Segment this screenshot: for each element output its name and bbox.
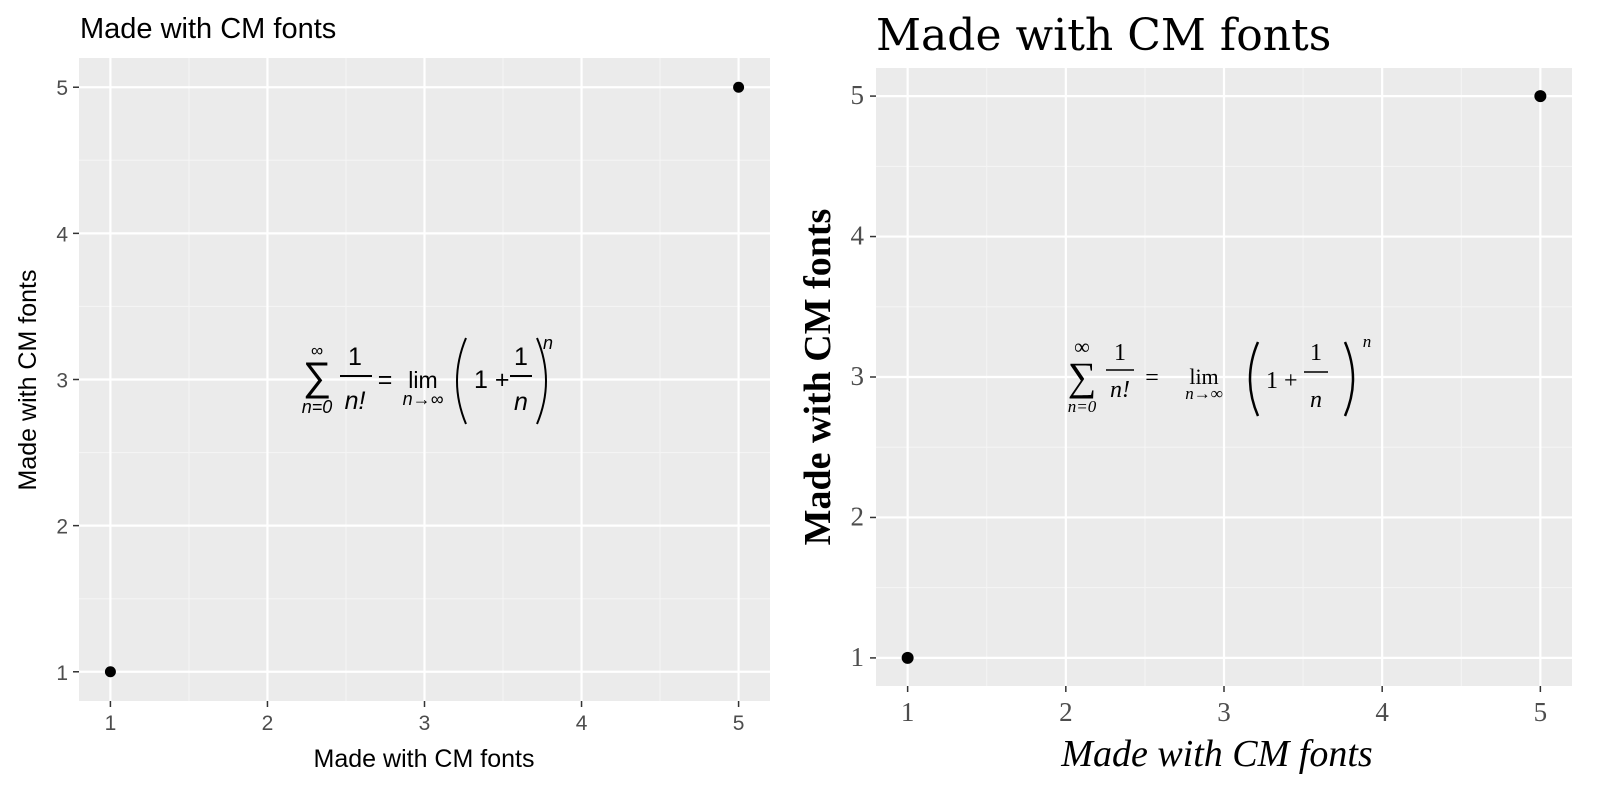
x-axis-title: Made with CM fonts — [1060, 733, 1372, 775]
fraction2-denominator: n — [1310, 387, 1322, 413]
lim-text: lim — [1189, 364, 1218, 389]
fraction1-denominator: n! — [345, 387, 366, 415]
lim-subscript: n→∞ — [1185, 384, 1223, 403]
sum-symbol: ∑ — [1068, 354, 1097, 399]
major-grid — [79, 58, 770, 701]
data-point — [104, 666, 116, 678]
y-tick-labels: 1 2 3 4 5 — [56, 77, 68, 685]
plot-title: Made with CM fonts — [80, 13, 336, 45]
x-tick-label: 1 — [901, 697, 915, 727]
x-tick-labels: 1 2 3 4 5 — [105, 712, 745, 735]
left-paren — [1248, 341, 1260, 417]
sum-lower-limit: n=0 — [302, 397, 333, 417]
plot-right: 1 2 3 4 5 1 2 3 4 5 Made with CM fonts Made with… — [800, 10, 1572, 775]
data-points — [104, 81, 745, 678]
equals-sign: = — [1145, 365, 1159, 391]
x-tick-label: 2 — [1059, 697, 1073, 727]
y-tick-label: 3 — [851, 361, 865, 391]
y-tick-label: 2 — [851, 501, 865, 531]
fraction1-denominator: n! — [1110, 377, 1130, 403]
y-tick-label: 5 — [851, 80, 865, 110]
fraction1-numerator: 1 — [1114, 340, 1126, 366]
one-plus: 1 + — [474, 366, 509, 394]
math-annotation: ∞ ∑ n=0 1 n! = lim n→∞ 1 + 1 n n — [1068, 332, 1372, 417]
math-annotation: ∞ ∑ n=0 1 n! = lim n→∞ 1 + 1 n n — [302, 333, 553, 425]
y-tick-label: 4 — [56, 223, 68, 246]
sum-symbol: ∑ — [303, 355, 332, 399]
right-paren — [1343, 341, 1355, 417]
fraction2-numerator: 1 — [514, 343, 528, 371]
x-tick-label: 5 — [733, 712, 745, 735]
y-tick-label: 1 — [851, 642, 865, 672]
fraction2-numerator: 1 — [1310, 340, 1322, 366]
data-points — [901, 90, 1547, 664]
right-paren — [536, 337, 547, 425]
one-plus: 1 + — [1266, 368, 1298, 394]
data-point — [901, 651, 914, 664]
tick-marks — [870, 95, 1542, 692]
y-tick-labels: 1 2 3 4 5 — [851, 80, 865, 672]
tick-marks — [73, 86, 740, 707]
x-tick-label: 1 — [105, 712, 117, 735]
exponent: n — [543, 333, 553, 353]
y-tick-label: 1 — [56, 662, 68, 685]
x-tick-label: 3 — [419, 712, 431, 735]
x-tick-label: 4 — [1375, 697, 1389, 727]
y-tick-label: 2 — [56, 516, 68, 539]
x-tick-label: 5 — [1534, 697, 1548, 727]
data-point — [733, 81, 745, 93]
lim-subscript: n→∞ — [403, 389, 444, 409]
major-grid — [876, 68, 1572, 686]
x-tick-label: 2 — [262, 712, 274, 735]
y-axis-title: Made with CM fonts — [14, 270, 42, 491]
left-paren — [456, 337, 467, 425]
x-tick-label: 3 — [1217, 697, 1231, 727]
sum-lower-limit: n=0 — [1068, 397, 1097, 416]
x-tick-label: 4 — [576, 712, 588, 735]
sum-upper-limit: ∞ — [311, 341, 323, 360]
x-tick-labels: 1 2 3 4 5 — [901, 697, 1547, 727]
data-point — [1534, 90, 1547, 103]
lim-text: lim — [408, 367, 437, 393]
plot-left: 1 2 3 4 5 1 2 3 4 5 Made with CM fonts Made with… — [14, 13, 770, 773]
y-tick-label: 3 — [56, 370, 68, 393]
y-tick-label: 4 — [851, 221, 865, 251]
equals-sign: = — [378, 366, 393, 394]
plot-title: Made with CM fonts — [876, 10, 1331, 61]
y-axis-title: Made with CM fonts — [800, 209, 839, 546]
fraction1-numerator: 1 — [348, 343, 362, 371]
x-axis-title: Made with CM fonts — [314, 745, 535, 773]
y-tick-label: 5 — [56, 77, 68, 100]
fraction2-denominator: n — [514, 388, 528, 416]
exponent: n — [1363, 332, 1372, 351]
sum-upper-limit: ∞ — [1074, 334, 1090, 359]
